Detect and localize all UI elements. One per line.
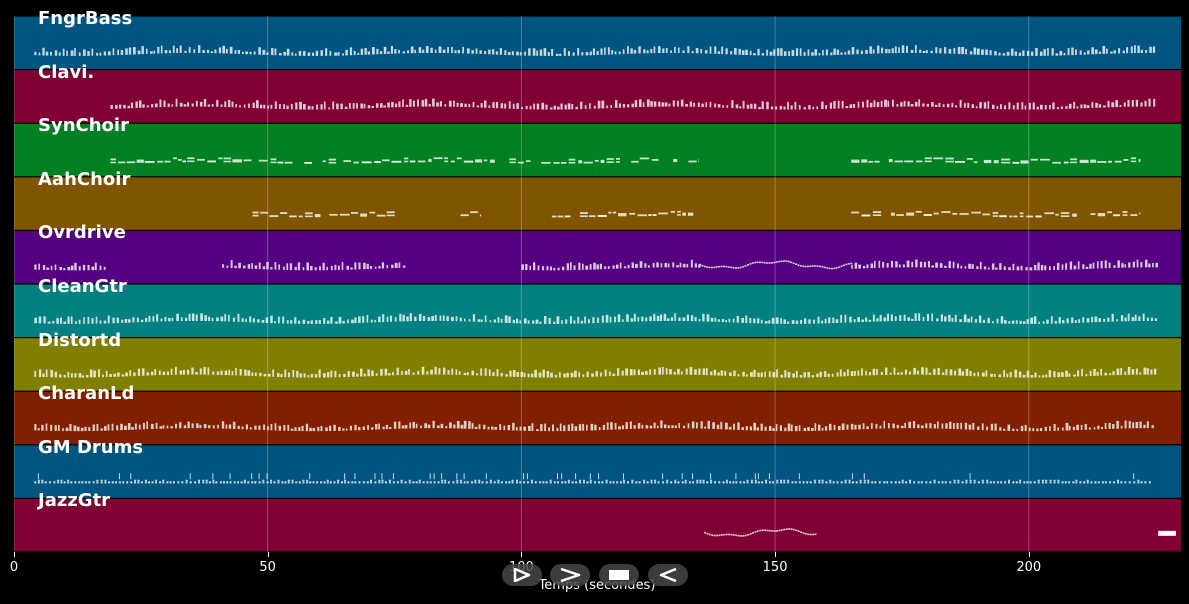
track-cleangtr bbox=[14, 284, 1181, 337]
track-band bbox=[14, 499, 1181, 552]
track-clavi- bbox=[14, 70, 1181, 123]
track-label: CharanLd bbox=[38, 383, 135, 405]
x-tick-label: 150 bbox=[762, 560, 788, 575]
track-label: Ovrdrive bbox=[38, 222, 126, 244]
track-notes bbox=[704, 528, 1176, 537]
track-label: SynChoir bbox=[38, 115, 129, 137]
track-notes bbox=[110, 157, 1141, 164]
note-block bbox=[1158, 530, 1176, 536]
track-aahchoir bbox=[14, 177, 1181, 230]
player-controls bbox=[502, 564, 688, 586]
track-band bbox=[14, 445, 1181, 498]
play-button[interactable] bbox=[502, 564, 542, 586]
track-notes bbox=[252, 210, 1141, 218]
track-band bbox=[14, 284, 1181, 337]
rewind-button[interactable] bbox=[648, 564, 688, 586]
piano-roll-canvas bbox=[14, 16, 1181, 552]
track-notes bbox=[34, 473, 1151, 484]
x-tick-mark bbox=[1028, 552, 1030, 557]
track-notes bbox=[34, 259, 1158, 271]
x-tick-mark bbox=[267, 552, 269, 557]
track-gm-drums bbox=[14, 445, 1181, 498]
track-label: CleanGtr bbox=[38, 276, 127, 297]
track-charanld bbox=[14, 391, 1181, 445]
forward-button[interactable] bbox=[550, 564, 590, 586]
track-band bbox=[14, 123, 1181, 177]
x-tick-mark bbox=[14, 552, 15, 557]
track-notes bbox=[34, 366, 1157, 378]
rewind-icon bbox=[659, 568, 677, 582]
track-band bbox=[14, 231, 1181, 284]
x-tick-label: 200 bbox=[1016, 560, 1042, 575]
track-notes bbox=[110, 98, 1156, 110]
track-ovrdrive bbox=[14, 231, 1181, 284]
track-notes bbox=[34, 420, 1154, 432]
track-label: JazzGtr bbox=[38, 490, 111, 512]
track-band bbox=[14, 70, 1181, 123]
track-label: AahChoir bbox=[38, 168, 131, 190]
track-distortd bbox=[14, 338, 1181, 391]
stop-icon bbox=[609, 570, 629, 580]
stop-button[interactable] bbox=[599, 564, 639, 586]
x-tick-mark bbox=[521, 552, 523, 557]
track-fngrbass bbox=[14, 16, 1181, 70]
track-label: Clavi. bbox=[38, 61, 95, 83]
x-tick-label: 0 bbox=[9, 560, 19, 575]
play-icon bbox=[513, 568, 531, 582]
track-notes bbox=[34, 313, 1157, 324]
track-band bbox=[14, 391, 1181, 445]
track-notes bbox=[34, 45, 1156, 56]
track-label: Distortd bbox=[38, 329, 122, 351]
track-label: FngrBass bbox=[38, 8, 133, 29]
forward-icon bbox=[560, 568, 581, 582]
track-jazzgtr bbox=[14, 499, 1181, 552]
x-tick-label: 50 bbox=[259, 560, 276, 575]
piano-roll-plot: FngrBass Clavi. SynChoir AahChoir Ovrdrive Cl… bbox=[14, 10, 1181, 552]
track-synchoir bbox=[14, 123, 1181, 177]
track-band bbox=[14, 338, 1181, 391]
track-band bbox=[14, 177, 1181, 230]
track-label: GM Drums bbox=[38, 436, 144, 458]
track-band bbox=[14, 16, 1181, 70]
x-tick-mark bbox=[775, 552, 777, 557]
